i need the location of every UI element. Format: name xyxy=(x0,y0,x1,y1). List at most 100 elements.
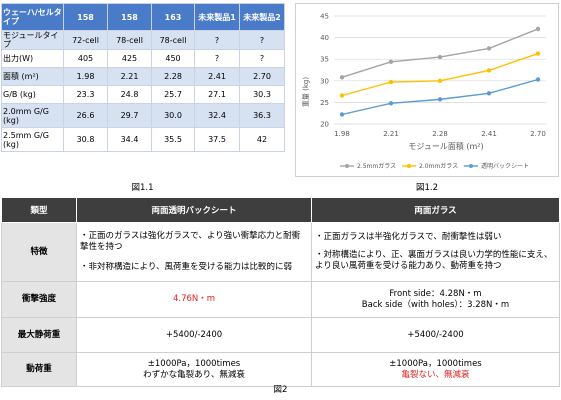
cell: 42 xyxy=(239,127,285,152)
weight-chart: 20 25 30 35 40 45 1.98 2.21 2.28 2.41 2.70 重量 (kg… xyxy=(295,3,559,177)
spec-row-module-type: モジュールタイプ 72-cell 78-cell 78-cell ? ? xyxy=(1,30,285,50)
spec-header-cell: 163 xyxy=(151,3,195,31)
cell: 34.4 xyxy=(107,127,152,152)
cell: ? xyxy=(239,49,285,68)
row-features: 特徴 ・正面のガラスは強化ガラスで、より強い衝撃応力と耐衝撃性を持つ ・非対称構… xyxy=(1,222,560,282)
cell: 72-cell xyxy=(63,30,108,50)
cell-dynamic-glass: ±1000Pa，1000times 亀裂ない、無減衰 xyxy=(311,352,560,387)
data-point xyxy=(388,59,394,64)
cell: 23.3 xyxy=(63,85,108,104)
series-line xyxy=(341,78,539,116)
impact-front: Front side：4.28N・m xyxy=(389,288,482,299)
data-point xyxy=(486,46,492,51)
data-point xyxy=(437,97,443,102)
spec-header-cell: ウェーハ/セルタイプ xyxy=(1,3,64,31)
spec-table-header: ウェーハ/セルタイプ 158 158 163 未来製品1 未来製品2 xyxy=(1,3,285,31)
cell: 25.7 xyxy=(151,85,195,104)
row-label: 2.0mm G/G (kg) xyxy=(1,103,64,128)
spec-row-gb-weight: G/B (kg) 23.3 24.8 25.7 27.1 30.3 xyxy=(1,85,285,104)
comparison-header: 類型 両面透明バックシート 両面ガラス xyxy=(1,197,560,223)
header-double-glass: 両面ガラス xyxy=(311,197,560,223)
data-point xyxy=(486,91,492,96)
data-point xyxy=(486,68,492,73)
spec-header-cell: 未来製品1 xyxy=(194,3,240,31)
series-line xyxy=(341,52,539,97)
spec-row-area: 面積 (m²) 1.98 2.21 2.28 2.41 2.70 xyxy=(1,67,285,86)
cell: ? xyxy=(239,30,285,50)
cell: 2.28 xyxy=(151,67,195,86)
x-tick-label: 2.21 xyxy=(383,130,399,138)
dynamic-result: 亀裂ない、無減衰 xyxy=(401,369,470,380)
cell: 24.8 xyxy=(107,85,152,104)
data-point xyxy=(339,93,345,98)
row-label: 特徴 xyxy=(1,222,77,282)
feature-text: ・非対称構造により、風荷重を受ける能力は比較的に弱 xyxy=(80,262,292,272)
data-point xyxy=(437,78,443,84)
spec-header-cell: 未来製品2 xyxy=(239,3,285,31)
spec-table: ウェーハ/セルタイプ 158 158 163 未来製品1 未来製品2 モジュール… xyxy=(1,3,285,152)
feature-text: ・対称構造により、正、裏面ガラスは良い力学的性能に支え、より良い風荷重を受ける能… xyxy=(315,250,553,271)
cell: 2.21 xyxy=(107,67,152,86)
y-tick-label: 45 xyxy=(320,13,329,21)
row-label: 動荷重 xyxy=(1,352,77,387)
y-tick-label: 35 xyxy=(320,56,329,64)
legend-marker xyxy=(469,164,473,168)
spec-row-gg20-weight: 2.0mm G/G (kg) 26.6 29.7 30.0 32.4 36.3 xyxy=(1,103,285,128)
cell: 405 xyxy=(63,49,108,68)
dynamic-result: わずかな亀裂あり、無減衰 xyxy=(143,369,245,380)
cell: 26.6 xyxy=(63,103,108,128)
comparison-table: 類型 両面透明バックシート 両面ガラス 特徴 ・正面のガラスは強化ガラスで、より… xyxy=(1,197,560,387)
row-max-static-load: 最大静荷重 +5400/-2400 +5400/-2400 xyxy=(1,317,560,353)
cell: ? xyxy=(194,49,240,68)
row-label: 最大静荷重 xyxy=(1,317,77,353)
dynamic-test: ±1000Pa，1000times xyxy=(389,358,482,369)
cell-static-glass: +5400/-2400 xyxy=(311,317,560,353)
cell: 30.8 xyxy=(63,127,108,152)
legend-label: 2.0mmガラス xyxy=(419,162,458,170)
x-tick-label: 1.98 xyxy=(334,130,350,138)
series-line xyxy=(341,28,539,79)
x-tick-label: 2.28 xyxy=(432,130,448,138)
cell-static-backsheet: +5400/-2400 xyxy=(76,317,312,353)
header-transparent-backsheet: 両面透明バックシート xyxy=(76,197,312,223)
row-label: 衝撃強度 xyxy=(1,281,77,318)
y-tick-label: 40 xyxy=(320,34,329,42)
row-impact-strength: 衝撃強度 4.76N・m Front side：4.28N・m Back sid… xyxy=(1,281,560,318)
feature-text: ・正面ガラスは半強化ガラスで、耐衝撃性は弱い xyxy=(315,232,502,242)
cell: 27.1 xyxy=(194,85,240,104)
x-tick-label: 2.70 xyxy=(530,130,546,138)
spec-header-cell: 158 xyxy=(107,3,152,31)
cell: 425 xyxy=(107,49,152,68)
cell: 30.3 xyxy=(239,85,285,104)
data-point xyxy=(388,101,394,106)
data-point xyxy=(388,79,394,85)
data-point xyxy=(535,77,541,82)
cell: 36.3 xyxy=(239,103,285,128)
row-label: モジュールタイプ xyxy=(1,30,64,50)
cell-impact-glass: Front side：4.28N・m Back side（with holes）… xyxy=(311,281,560,318)
legend-label: 2.5mmガラス xyxy=(357,162,396,170)
cell: 37.5 xyxy=(194,127,240,152)
data-point xyxy=(535,26,541,32)
y-tick-label: 25 xyxy=(320,99,329,107)
cell: 78-cell xyxy=(151,30,195,50)
cell: ? xyxy=(194,30,240,50)
y-tick-label: 20 xyxy=(320,121,329,129)
cell: 450 xyxy=(151,49,195,68)
figure-caption-2: 図2 xyxy=(273,385,288,395)
figure-caption-1-1: 図1.1 xyxy=(131,183,154,193)
legend-label: 透明バックシート xyxy=(481,162,529,170)
figure-caption-1-2: 図1.2 xyxy=(415,183,439,193)
cell: 78-cell xyxy=(107,30,152,50)
cell: 2.70 xyxy=(239,67,285,86)
row-dynamic-load: 動荷重 ±1000Pa，1000times わずかな亀裂あり、無減衰 ±1000… xyxy=(1,352,560,387)
data-point xyxy=(339,75,345,80)
spec-row-power: 出力(W) 405 425 450 ? ? xyxy=(1,49,285,68)
y-tick-label: 30 xyxy=(320,77,329,85)
cell: 29.7 xyxy=(107,103,152,128)
cell: 1.98 xyxy=(63,67,108,86)
cell: 35.5 xyxy=(151,127,195,152)
row-label: 2.5mm G/G (kg) xyxy=(1,127,64,152)
cell-features-glass: ・正面ガラスは半強化ガラスで、耐衝撃性は弱い ・対称構造により、正、裏面ガラスは… xyxy=(311,222,560,282)
legend-marker xyxy=(407,164,411,168)
